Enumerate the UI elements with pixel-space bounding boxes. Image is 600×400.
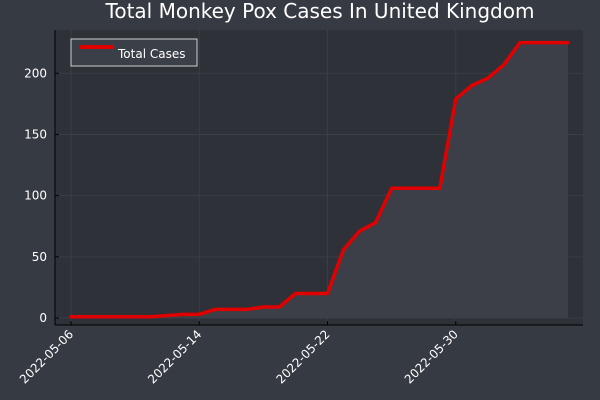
series-line-total-cases <box>69 40 570 319</box>
series-area <box>71 42 568 318</box>
y-tick-labels: 0 50 100 150 200 <box>24 66 47 325</box>
legend-label: Total Cases <box>117 47 185 61</box>
legend-box <box>70 38 198 67</box>
y-tick-label: 200 <box>24 66 47 80</box>
legend: Total Cases <box>70 38 198 67</box>
y-tick-label: 0 <box>39 311 47 325</box>
chart-title: Total Monkey Pox Cases In United Kingdom <box>105 0 535 23</box>
series-line-group <box>69 40 570 319</box>
axes <box>54 30 583 326</box>
y-tick-label: 50 <box>32 250 47 264</box>
y-tick-label: 100 <box>24 189 47 203</box>
y-tick-label: 150 <box>24 127 47 141</box>
area-fill-group <box>71 42 568 318</box>
